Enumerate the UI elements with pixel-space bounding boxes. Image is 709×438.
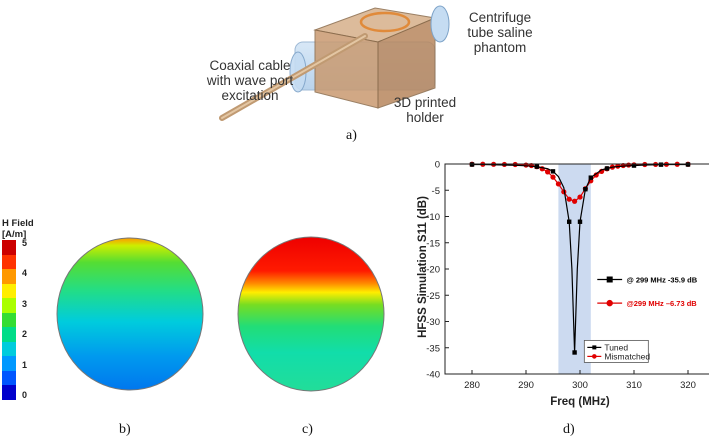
data-point-mismatched [593, 172, 599, 178]
coil-loop [359, 11, 411, 33]
data-point-tuned [588, 175, 593, 180]
colorbar-tick-label: 0 [22, 390, 28, 400]
legend-label: Mismatched [604, 351, 650, 361]
colorbar-swatch [2, 327, 16, 342]
label-holder: 3D printed holder [393, 95, 457, 125]
data-point-mismatched [523, 162, 529, 168]
colorbar-tick-label: 4 [22, 268, 28, 279]
caption-c: c) [302, 422, 313, 437]
holder-side [377, 17, 436, 109]
colorbar-tick-label: 3 [22, 298, 28, 309]
data-point-tuned [567, 219, 572, 224]
annotation-text: @299 MHz –6.73 dB [626, 299, 697, 308]
y-tick-label: -40 [426, 370, 440, 381]
data-point-tuned [572, 350, 577, 355]
legend-marker [592, 345, 597, 350]
colorbar-swatch [2, 341, 16, 357]
label-coax: Coaxial cable with wave port excitation [206, 58, 294, 103]
legend-marker [592, 354, 597, 359]
caption-b: b) [119, 422, 131, 437]
y-tick-label: -30 [426, 317, 440, 328]
data-point-mismatched [566, 196, 572, 202]
x-tick-label: 290 [518, 380, 534, 391]
colorbar-swatch [2, 370, 16, 386]
x-tick-label: 300 [572, 380, 588, 391]
data-point-tuned [631, 163, 637, 168]
y-tick-label: -15 [426, 238, 440, 249]
data-point-tuned [583, 187, 588, 192]
colorbar-ticks: 5 4 3 2 1 0 [22, 238, 34, 400]
annotation-marker [606, 299, 613, 307]
data-point-tuned [685, 162, 691, 167]
colorbar-swatch [2, 312, 16, 328]
y-tick-label: -35 [426, 343, 440, 354]
data-point-tuned [658, 162, 664, 167]
data-point-mismatched [545, 169, 551, 175]
caption-d: d) [563, 422, 575, 437]
data-point-mismatched [512, 161, 518, 168]
colorbar-tick-label: 1 [22, 359, 28, 370]
x-tick-label: 280 [464, 380, 480, 391]
field-map-c [237, 236, 385, 392]
data-point-tuned [604, 166, 610, 171]
colorbar-swatch [2, 254, 16, 270]
legend-label: Tuned [604, 342, 628, 352]
colorbar-swatch [2, 385, 16, 400]
y-tick-label: -20 [426, 265, 440, 276]
tube-cap-right [430, 5, 450, 43]
data-point-mismatched [577, 194, 583, 200]
x-axis-label: Freq (MHz) [550, 396, 610, 408]
x-tick-label: 310 [626, 380, 642, 391]
x-tick-label: 320 [680, 380, 696, 391]
annotation-marker [606, 276, 613, 283]
y-tick-label: -25 [426, 291, 440, 302]
data-point-mismatched [550, 174, 556, 180]
colorbar-swatch [2, 356, 16, 371]
holder-front [314, 29, 379, 109]
data-point-mismatched [555, 181, 561, 187]
data-point-tuned [577, 219, 583, 224]
colorbar-swatch [2, 283, 16, 299]
y-tick-label: 0 [435, 160, 440, 171]
field-map-b [56, 237, 204, 391]
label-tube: Centrifuge tube saline phantom [467, 10, 533, 55]
colorbar-swatch [2, 269, 16, 284]
colorbar-tick-label: 5 [22, 238, 28, 248]
data-point-tuned [469, 162, 475, 167]
colorbar-swatch [2, 298, 16, 313]
colorbar-tick-label: 2 [22, 329, 28, 340]
caption-a: a) [346, 128, 357, 143]
y-tick-label: -10 [426, 212, 440, 223]
annotation-text: @ 299 MHz -35.9 dB [626, 276, 697, 285]
data-point-mismatched [572, 198, 578, 204]
y-tick-label: -5 [432, 186, 440, 197]
data-point-mismatched [626, 162, 632, 168]
colorbar-title: H Field [A/m] [2, 218, 34, 240]
setup-illustration [219, 5, 450, 121]
data-point-tuned [534, 164, 539, 169]
colorbar-swatch [2, 240, 16, 255]
colorbar [2, 240, 16, 400]
data-point-tuned [550, 169, 556, 174]
y-axis-label: HFSS Simulation S11 (dB) [417, 196, 429, 338]
